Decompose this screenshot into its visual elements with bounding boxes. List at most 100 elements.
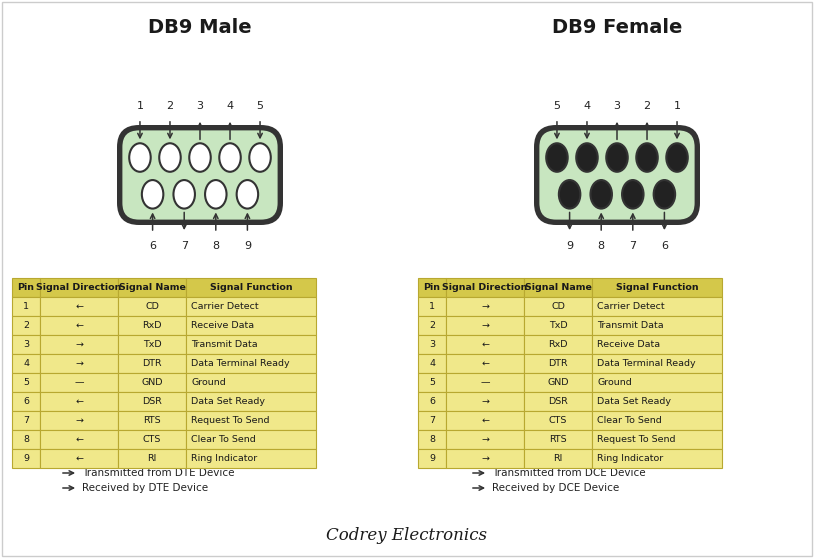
Text: →: → [481,454,489,463]
Text: GND: GND [547,378,569,387]
Text: Signal Name: Signal Name [119,283,186,292]
Text: 9: 9 [244,241,251,251]
Text: Request To Send: Request To Send [191,416,269,425]
Polygon shape [524,278,592,297]
Text: ←: ← [481,340,489,349]
Polygon shape [418,316,446,335]
Text: Ground: Ground [597,378,632,387]
Polygon shape [524,316,592,335]
Polygon shape [418,297,446,316]
Text: RxD: RxD [142,321,162,330]
Polygon shape [12,354,40,373]
Text: Transmit Data: Transmit Data [597,321,663,330]
Polygon shape [592,373,722,392]
Text: DB9 Female: DB9 Female [552,18,682,37]
Text: TxD: TxD [549,321,567,330]
Text: Signal Direction: Signal Direction [37,283,121,292]
Polygon shape [446,278,524,297]
Text: Codrey Electronics: Codrey Electronics [326,527,488,544]
Text: Data Terminal Ready: Data Terminal Ready [191,359,290,368]
Text: 4: 4 [584,101,590,111]
Text: RI: RI [147,454,156,463]
Polygon shape [418,411,446,430]
FancyBboxPatch shape [534,125,700,225]
Polygon shape [524,430,592,449]
Polygon shape [186,430,316,449]
Polygon shape [12,278,40,297]
Text: Clear To Send: Clear To Send [191,435,256,444]
Text: Ring Indicator: Ring Indicator [191,454,257,463]
Text: 4: 4 [429,359,435,368]
Text: —: — [74,378,84,387]
Text: 9: 9 [23,454,29,463]
Text: ←: ← [481,416,489,425]
Polygon shape [118,392,186,411]
Text: 5: 5 [256,101,264,111]
Text: TxD: TxD [142,340,161,349]
Text: 6: 6 [429,397,435,406]
Text: 6: 6 [149,241,156,251]
Text: Received by DTE Device: Received by DTE Device [82,483,208,493]
Text: →: → [75,416,83,425]
Text: 2: 2 [429,321,435,330]
FancyBboxPatch shape [121,129,279,221]
Text: 2: 2 [166,101,173,111]
Text: 8: 8 [429,435,435,444]
Polygon shape [186,411,316,430]
Text: RxD: RxD [549,340,567,349]
Text: 3: 3 [23,340,29,349]
Text: 4: 4 [23,359,29,368]
Polygon shape [186,392,316,411]
Text: 7: 7 [429,416,435,425]
Text: 9: 9 [429,454,435,463]
Polygon shape [40,430,118,449]
Text: DSR: DSR [142,397,162,406]
Ellipse shape [219,143,241,172]
Text: 1: 1 [137,101,143,111]
Polygon shape [186,449,316,468]
Polygon shape [446,411,524,430]
Polygon shape [592,449,722,468]
Ellipse shape [237,180,258,209]
Ellipse shape [190,143,211,172]
Polygon shape [12,297,40,316]
Polygon shape [118,278,186,297]
Text: RTS: RTS [549,435,567,444]
Polygon shape [186,316,316,335]
Polygon shape [12,335,40,354]
Polygon shape [118,335,186,354]
Polygon shape [592,278,722,297]
Polygon shape [592,411,722,430]
Text: Transmit Data: Transmit Data [191,340,257,349]
Polygon shape [118,297,186,316]
Text: Transmitted from DCE Device: Transmitted from DCE Device [492,468,646,478]
Polygon shape [12,449,40,468]
Text: Data Set Ready: Data Set Ready [597,397,671,406]
Text: Receive Data: Receive Data [597,340,660,349]
Text: Ground: Ground [191,378,225,387]
Text: CTS: CTS [549,416,567,425]
Text: 7: 7 [23,416,29,425]
Text: 3: 3 [429,340,435,349]
Polygon shape [524,354,592,373]
Polygon shape [118,430,186,449]
Ellipse shape [249,143,271,172]
Ellipse shape [654,180,675,209]
Text: 4: 4 [226,101,234,111]
Polygon shape [40,373,118,392]
Text: →: → [481,435,489,444]
Polygon shape [118,354,186,373]
Text: 1: 1 [673,101,681,111]
Text: 5: 5 [429,378,435,387]
Polygon shape [40,449,118,468]
FancyBboxPatch shape [117,125,283,225]
Polygon shape [40,316,118,335]
Polygon shape [418,430,446,449]
Text: Received by DCE Device: Received by DCE Device [492,483,619,493]
Text: 8: 8 [23,435,29,444]
Text: 2: 2 [23,321,29,330]
Polygon shape [446,430,524,449]
Polygon shape [40,297,118,316]
Polygon shape [12,373,40,392]
Ellipse shape [637,143,658,172]
